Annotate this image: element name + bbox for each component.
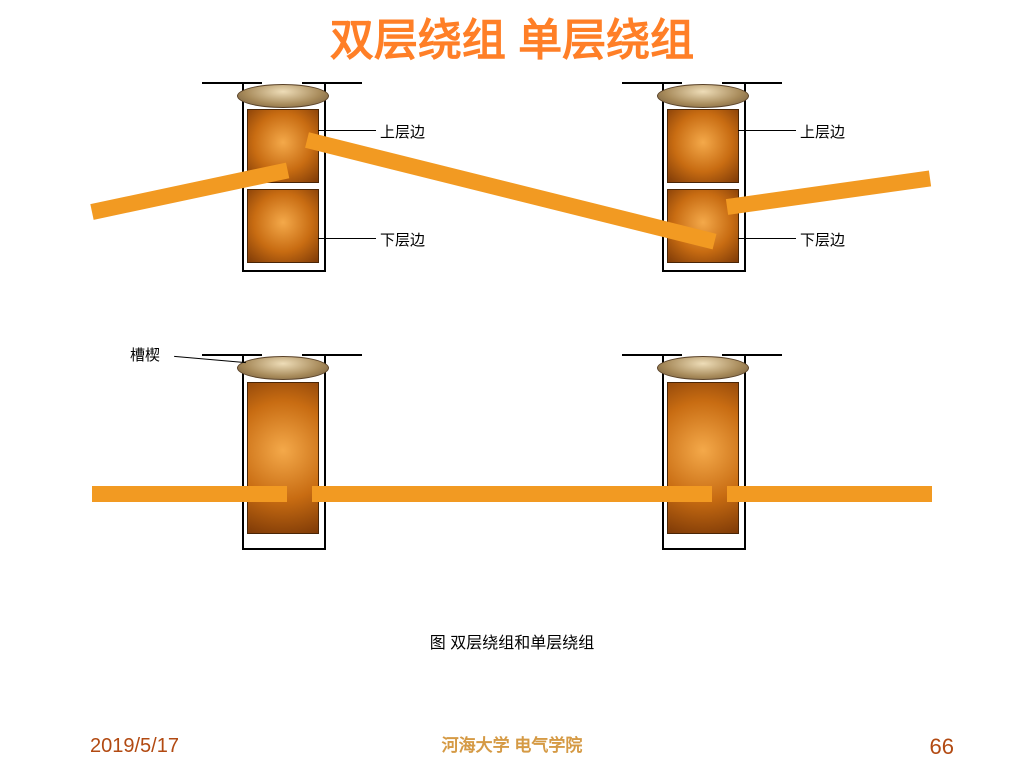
wedge-icon <box>237 84 329 108</box>
connector-bar <box>92 486 287 502</box>
label-lower-side: 下层边 <box>380 229 425 250</box>
leader-line <box>318 238 376 239</box>
leader-line <box>738 238 796 239</box>
label-upper-side: 上层边 <box>800 121 845 142</box>
coil-lower <box>247 189 319 263</box>
connector-bar <box>305 132 716 249</box>
coil-single <box>667 382 739 534</box>
figure-caption: 图 双层绕组和单层绕组 <box>92 629 932 653</box>
connector-bar <box>726 171 931 215</box>
label-wedge: 槽楔 <box>130 344 160 365</box>
connector-bar <box>727 486 932 502</box>
leader-line <box>318 130 376 131</box>
footer-page-number: 66 <box>930 734 954 760</box>
connector-bar <box>312 486 712 502</box>
diagram-canvas: 上层边 下层边 上层边 下层边 槽楔 图 双层绕组和单层绕组 <box>92 74 932 694</box>
footer-institution: 河海大学 电气学院 <box>0 731 1024 756</box>
slide-title: 双层绕组 单层绕组 <box>0 4 1024 68</box>
coil-upper <box>667 109 739 183</box>
wedge-icon <box>657 356 749 380</box>
wedge-icon <box>657 84 749 108</box>
wedge-icon <box>237 356 329 380</box>
leader-line <box>174 356 246 363</box>
label-upper-side: 上层边 <box>380 121 425 142</box>
leader-line <box>738 130 796 131</box>
label-lower-side: 下层边 <box>800 229 845 250</box>
coil-single <box>247 382 319 534</box>
